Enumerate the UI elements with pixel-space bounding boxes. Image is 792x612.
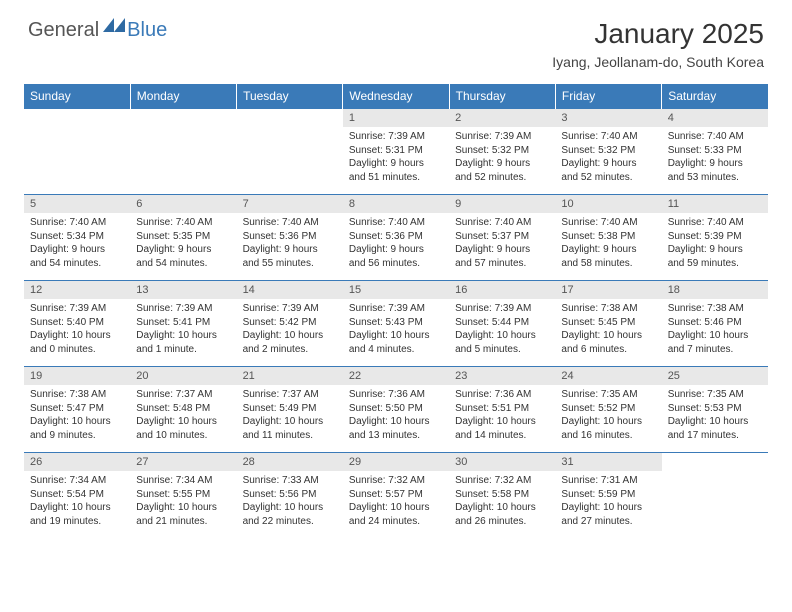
- day-number: 8: [343, 195, 449, 214]
- day-number: 22: [343, 367, 449, 386]
- day-info-row: Sunrise: 7:38 AMSunset: 5:47 PMDaylight:…: [24, 385, 768, 453]
- dayname-wednesday: Wednesday: [343, 84, 449, 109]
- day-number: 31: [555, 453, 661, 472]
- day-info: Sunrise: 7:40 AMSunset: 5:36 PMDaylight:…: [237, 213, 343, 281]
- day-info: [130, 127, 236, 195]
- day-info: Sunrise: 7:40 AMSunset: 5:36 PMDaylight:…: [343, 213, 449, 281]
- day-number: 29: [343, 453, 449, 472]
- day-number: 3: [555, 109, 661, 128]
- day-number: 14: [237, 281, 343, 300]
- day-info: [662, 471, 768, 538]
- day-info: Sunrise: 7:36 AMSunset: 5:51 PMDaylight:…: [449, 385, 555, 453]
- day-number: 25: [662, 367, 768, 386]
- logo: General Blue: [28, 18, 167, 43]
- day-number: 12: [24, 281, 130, 300]
- daynum-row: 1234: [24, 109, 768, 128]
- day-info-row: Sunrise: 7:39 AMSunset: 5:31 PMDaylight:…: [24, 127, 768, 195]
- day-number: 20: [130, 367, 236, 386]
- day-number: 28: [237, 453, 343, 472]
- day-number: [130, 109, 236, 128]
- day-info: Sunrise: 7:37 AMSunset: 5:48 PMDaylight:…: [130, 385, 236, 453]
- day-info: Sunrise: 7:39 AMSunset: 5:40 PMDaylight:…: [24, 299, 130, 367]
- day-info: Sunrise: 7:40 AMSunset: 5:33 PMDaylight:…: [662, 127, 768, 195]
- dayname-sunday: Sunday: [24, 84, 130, 109]
- day-number: [24, 109, 130, 128]
- day-info: Sunrise: 7:40 AMSunset: 5:34 PMDaylight:…: [24, 213, 130, 281]
- day-info: [237, 127, 343, 195]
- day-number: 19: [24, 367, 130, 386]
- day-info-row: Sunrise: 7:39 AMSunset: 5:40 PMDaylight:…: [24, 299, 768, 367]
- daynum-row: 12131415161718: [24, 281, 768, 300]
- day-number: [662, 453, 768, 472]
- location-text: Iyang, Jeollanam-do, South Korea: [552, 54, 764, 70]
- day-info: Sunrise: 7:35 AMSunset: 5:53 PMDaylight:…: [662, 385, 768, 453]
- day-number: 9: [449, 195, 555, 214]
- day-info-row: Sunrise: 7:34 AMSunset: 5:54 PMDaylight:…: [24, 471, 768, 538]
- calendar-table: Sunday Monday Tuesday Wednesday Thursday…: [24, 84, 768, 538]
- day-info: Sunrise: 7:37 AMSunset: 5:49 PMDaylight:…: [237, 385, 343, 453]
- day-number: 2: [449, 109, 555, 128]
- day-info: Sunrise: 7:40 AMSunset: 5:39 PMDaylight:…: [662, 213, 768, 281]
- day-info: Sunrise: 7:32 AMSunset: 5:58 PMDaylight:…: [449, 471, 555, 538]
- calendar-body: 1234Sunrise: 7:39 AMSunset: 5:31 PMDayli…: [24, 109, 768, 539]
- title-block: January 2025 Iyang, Jeollanam-do, South …: [552, 18, 764, 70]
- day-number: 26: [24, 453, 130, 472]
- daynum-row: 567891011: [24, 195, 768, 214]
- day-info: Sunrise: 7:36 AMSunset: 5:50 PMDaylight:…: [343, 385, 449, 453]
- day-info: Sunrise: 7:39 AMSunset: 5:42 PMDaylight:…: [237, 299, 343, 367]
- header: General Blue January 2025 Iyang, Jeollan…: [0, 0, 792, 78]
- day-number: 10: [555, 195, 661, 214]
- day-number: 7: [237, 195, 343, 214]
- day-info: Sunrise: 7:38 AMSunset: 5:45 PMDaylight:…: [555, 299, 661, 367]
- day-number: 11: [662, 195, 768, 214]
- day-info: Sunrise: 7:40 AMSunset: 5:38 PMDaylight:…: [555, 213, 661, 281]
- day-info: Sunrise: 7:38 AMSunset: 5:47 PMDaylight:…: [24, 385, 130, 453]
- day-info: [24, 127, 130, 195]
- dayname-row: Sunday Monday Tuesday Wednesday Thursday…: [24, 84, 768, 109]
- day-number: 13: [130, 281, 236, 300]
- day-info: Sunrise: 7:40 AMSunset: 5:32 PMDaylight:…: [555, 127, 661, 195]
- day-number: 16: [449, 281, 555, 300]
- day-number: 5: [24, 195, 130, 214]
- logo-mark-icon: [103, 18, 125, 37]
- logo-text-general: General: [28, 19, 99, 42]
- day-number: 27: [130, 453, 236, 472]
- day-info: Sunrise: 7:40 AMSunset: 5:35 PMDaylight:…: [130, 213, 236, 281]
- day-info: Sunrise: 7:39 AMSunset: 5:41 PMDaylight:…: [130, 299, 236, 367]
- daynum-row: 19202122232425: [24, 367, 768, 386]
- day-info: Sunrise: 7:39 AMSunset: 5:43 PMDaylight:…: [343, 299, 449, 367]
- dayname-monday: Monday: [130, 84, 236, 109]
- day-info: Sunrise: 7:34 AMSunset: 5:54 PMDaylight:…: [24, 471, 130, 538]
- day-number: 17: [555, 281, 661, 300]
- day-number: 4: [662, 109, 768, 128]
- month-title: January 2025: [552, 18, 764, 50]
- dayname-friday: Friday: [555, 84, 661, 109]
- day-number: [237, 109, 343, 128]
- day-number: 6: [130, 195, 236, 214]
- day-info: Sunrise: 7:32 AMSunset: 5:57 PMDaylight:…: [343, 471, 449, 538]
- day-info: Sunrise: 7:39 AMSunset: 5:44 PMDaylight:…: [449, 299, 555, 367]
- day-number: 18: [662, 281, 768, 300]
- day-info: Sunrise: 7:34 AMSunset: 5:55 PMDaylight:…: [130, 471, 236, 538]
- day-info: Sunrise: 7:31 AMSunset: 5:59 PMDaylight:…: [555, 471, 661, 538]
- day-number: 30: [449, 453, 555, 472]
- day-number: 1: [343, 109, 449, 128]
- dayname-saturday: Saturday: [662, 84, 768, 109]
- day-number: 24: [555, 367, 661, 386]
- logo-text-blue: Blue: [127, 19, 167, 42]
- day-number: 23: [449, 367, 555, 386]
- day-info: Sunrise: 7:38 AMSunset: 5:46 PMDaylight:…: [662, 299, 768, 367]
- dayname-thursday: Thursday: [449, 84, 555, 109]
- day-number: 15: [343, 281, 449, 300]
- day-info: Sunrise: 7:39 AMSunset: 5:32 PMDaylight:…: [449, 127, 555, 195]
- day-info: Sunrise: 7:40 AMSunset: 5:37 PMDaylight:…: [449, 213, 555, 281]
- day-number: 21: [237, 367, 343, 386]
- day-info: Sunrise: 7:33 AMSunset: 5:56 PMDaylight:…: [237, 471, 343, 538]
- daynum-row: 262728293031: [24, 453, 768, 472]
- day-info-row: Sunrise: 7:40 AMSunset: 5:34 PMDaylight:…: [24, 213, 768, 281]
- day-info: Sunrise: 7:35 AMSunset: 5:52 PMDaylight:…: [555, 385, 661, 453]
- dayname-tuesday: Tuesday: [237, 84, 343, 109]
- day-info: Sunrise: 7:39 AMSunset: 5:31 PMDaylight:…: [343, 127, 449, 195]
